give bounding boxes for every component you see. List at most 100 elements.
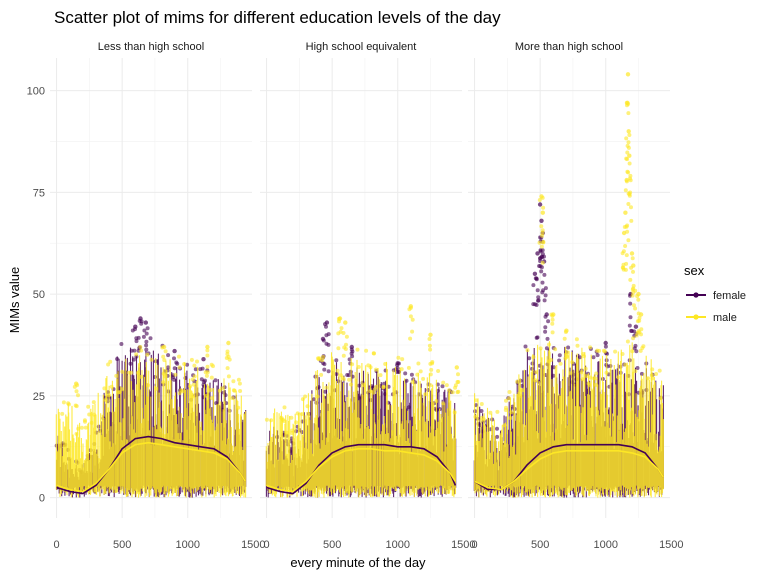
scatter-point <box>201 357 206 362</box>
legend-label: female <box>713 290 746 302</box>
scatter-point <box>535 251 540 256</box>
scatter-point <box>479 402 484 406</box>
scatter-point <box>341 331 346 335</box>
scatter-point <box>335 368 340 373</box>
scatter-point <box>629 205 633 210</box>
scatter-point <box>626 111 631 116</box>
scatter-point <box>627 153 632 158</box>
scatter-point <box>515 379 520 384</box>
scatter-point <box>236 377 241 382</box>
scatter-point <box>540 195 545 200</box>
scatter-point <box>191 382 196 387</box>
legend-title: sex <box>684 263 705 278</box>
scatter-point <box>160 345 165 350</box>
scatter-point <box>79 425 84 430</box>
scatter-point <box>322 362 327 367</box>
scatter-point <box>408 314 413 319</box>
scatter-point <box>204 393 209 398</box>
scatter-point <box>539 254 544 259</box>
scatter-point <box>295 411 300 416</box>
facet-panel: High school equivalent <box>260 41 462 518</box>
scatter-point <box>87 412 92 417</box>
scatter-point <box>557 358 562 363</box>
scatter-point <box>119 342 124 346</box>
scatter-point <box>538 346 543 351</box>
scatter-point <box>115 357 120 361</box>
scatter-point <box>542 272 547 277</box>
scatter-point <box>139 348 144 353</box>
scatter-point <box>629 265 634 270</box>
scatter-point <box>410 317 415 322</box>
scatter-point <box>630 293 635 298</box>
scatter-point <box>61 400 66 405</box>
scatter-point <box>203 370 208 375</box>
x-tick-label: 1000 <box>385 539 409 551</box>
scatter-point <box>624 179 629 184</box>
scatter-point <box>428 347 433 352</box>
scatter-point <box>631 269 635 274</box>
scatter-point <box>629 251 635 256</box>
scatter-point <box>579 370 584 375</box>
scatter-point <box>349 382 353 387</box>
scatter-point <box>625 150 630 155</box>
scatter-point <box>161 354 166 359</box>
scatter-point <box>166 365 171 370</box>
scatter-point <box>650 376 655 381</box>
scatter-point <box>625 157 630 162</box>
scatter-point <box>162 358 167 363</box>
scatter-point <box>624 136 629 141</box>
scatter-point <box>539 244 544 249</box>
x-tick-label: 1000 <box>175 539 199 551</box>
legend-swatch-point <box>693 292 699 298</box>
scatter-point <box>364 348 369 353</box>
scatter-point <box>591 355 596 360</box>
scatter-point <box>407 307 412 312</box>
scatter-point <box>537 198 542 202</box>
scatter-point <box>626 202 631 206</box>
scatter-point <box>427 343 432 348</box>
scatter-point <box>236 405 241 410</box>
scatter-point <box>73 403 78 408</box>
scatter-point <box>334 358 339 363</box>
scatter-point <box>209 375 214 380</box>
scatter-point <box>633 324 639 329</box>
scatter-point <box>349 351 354 356</box>
scatter-point <box>537 240 542 245</box>
scatter-point <box>134 336 139 341</box>
scatter-point <box>131 357 136 362</box>
scatter-point <box>396 361 401 366</box>
scatter-point <box>507 396 512 401</box>
y-axis-title: MIMs value <box>7 267 22 333</box>
scatter-point <box>214 401 219 406</box>
scatter-point <box>626 170 631 175</box>
scatter-point <box>190 377 195 382</box>
scatter-point <box>172 366 177 371</box>
scatter-point <box>285 430 289 435</box>
scatter-point <box>177 365 182 370</box>
scatter-point <box>540 230 545 235</box>
scatter-point <box>441 380 446 385</box>
scatter-point <box>654 372 659 376</box>
scatter-point <box>563 330 568 334</box>
series-male <box>55 340 247 498</box>
scatter-point <box>172 356 176 361</box>
scatter-point <box>145 326 150 331</box>
scatter-point <box>533 302 537 307</box>
scatter-point <box>543 325 548 330</box>
facet-panels: Less than high school High school equival… <box>50 41 670 518</box>
scatter-point <box>575 343 580 348</box>
scatter-point <box>237 381 242 386</box>
scatter-point <box>549 312 554 317</box>
legend-swatch-point <box>693 314 699 320</box>
scatter-point <box>371 351 376 356</box>
scatter-point <box>626 129 631 134</box>
scatter-point <box>205 353 210 358</box>
scatter-point <box>539 224 544 229</box>
scatter-point <box>550 317 555 322</box>
scatter-point <box>146 383 151 388</box>
scatter-point <box>182 362 187 366</box>
scatter-point <box>410 380 415 384</box>
chart-title: Scatter plot of mims for different educa… <box>54 8 501 27</box>
scatter-point <box>434 399 439 404</box>
scatter-point <box>153 375 157 379</box>
